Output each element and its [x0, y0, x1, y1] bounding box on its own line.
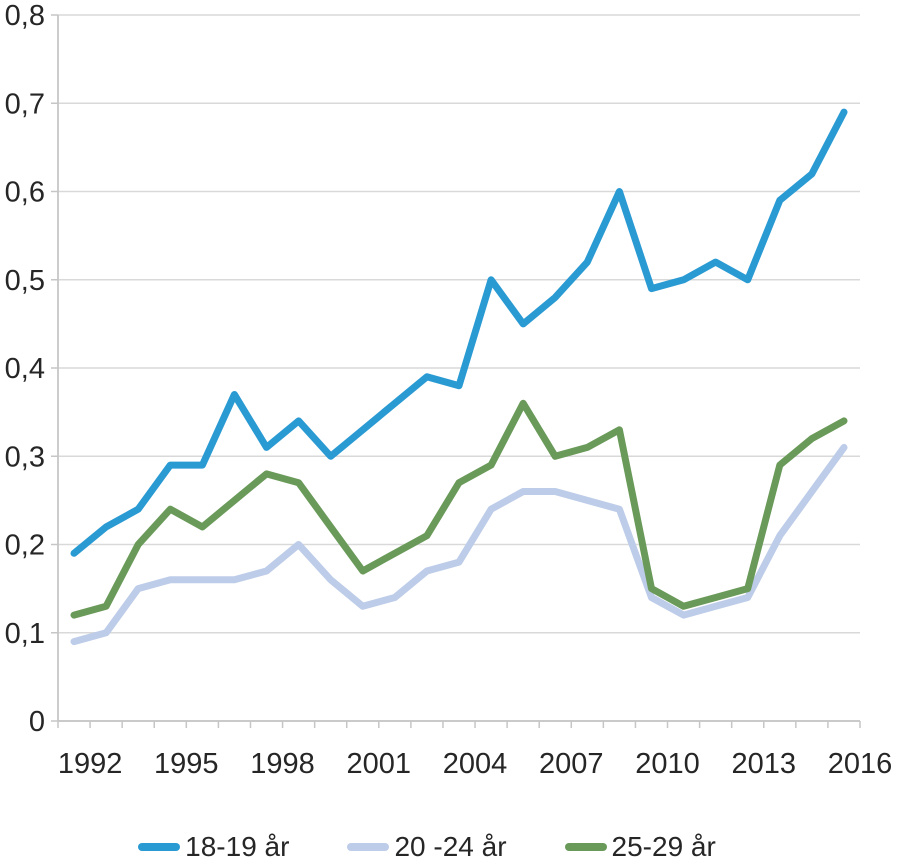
x-axis-label: 1992 [58, 748, 123, 780]
legend-item-20-24: 20 -24 år [347, 831, 507, 863]
y-axis-label: 0,5 [5, 265, 45, 297]
x-axis-label: 1995 [154, 748, 219, 780]
x-axis-label: 2007 [539, 748, 604, 780]
series-line-20-24år [70, 443, 848, 646]
y-axis-label: 0 [29, 706, 45, 738]
y-axis-label: 0,7 [5, 88, 45, 120]
x-axis-label: 1998 [250, 748, 315, 780]
y-axis-label: 0,1 [5, 618, 45, 650]
x-axis-label: 2001 [347, 748, 412, 780]
series-line-25-29år [70, 399, 848, 619]
y-axis-label: 0,4 [5, 353, 45, 385]
x-axis-label: 2013 [732, 748, 797, 780]
legend-label-18-19: 18-19 år [185, 831, 290, 862]
legend-swatch-18-19 [138, 843, 181, 851]
legend-item-25-29: 25-29 år [564, 831, 716, 863]
legend-swatch-25-29 [564, 843, 607, 851]
legend-label-20-24: 20 -24 år [394, 831, 507, 862]
legend-item-18-19: 18-19 år [138, 831, 289, 863]
legend: 18-19 år 20 -24 år 25-29 år [0, 828, 882, 866]
y-axis-label: 0,2 [5, 530, 45, 562]
legend-label-25-29: 25-29 år [611, 831, 716, 862]
y-axis-label: 0,3 [5, 441, 45, 473]
y-axis-label: 0,6 [5, 177, 45, 209]
legend-swatch-20-24 [347, 843, 390, 851]
y-axis-label: 0,8 [5, 0, 45, 32]
x-axis-label: 2010 [635, 748, 700, 780]
x-axis-label: 2016 [828, 748, 893, 780]
series-line-18-19år [70, 108, 848, 557]
plot-area: 0 0,1 0,2 0,3 0,4 0,5 0,6 0,7 0,8 1992 1995 1998 200… [5, 0, 893, 780]
x-axis-label: 2004 [443, 748, 508, 780]
